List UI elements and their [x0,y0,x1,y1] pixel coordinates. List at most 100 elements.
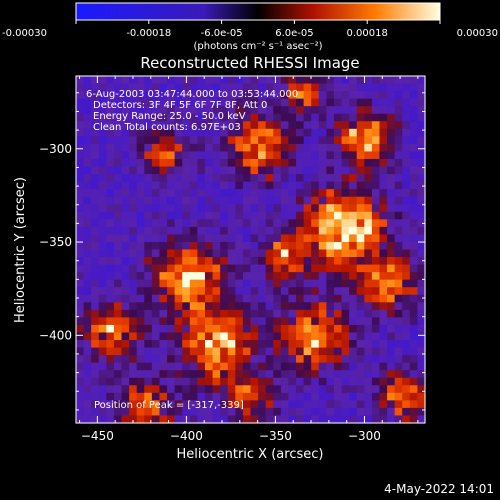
heatmap-cell [288,249,297,258]
heatmap-cell [273,128,282,137]
heatmap-cell [91,166,100,175]
heatmap-cell [409,264,419,273]
heatmap-cell [318,264,327,273]
heatmap-cell [151,370,161,379]
heatmap-cell [144,174,153,183]
heatmap-cell [326,355,335,364]
heatmap-cell [197,189,206,198]
heatmap-cell [113,143,123,153]
heatmap-cell [106,181,115,190]
heatmap-cell [91,219,100,228]
heatmap-cell [402,324,411,334]
heatmap-cell [197,211,206,220]
heatmap-cell [83,294,92,303]
heatmap-cell [349,143,358,153]
heatmap-cell [91,347,100,356]
heatmap-cell [250,181,259,190]
heatmap-cell [129,143,138,153]
heatmap-cell [349,272,358,281]
heatmap-cell [387,196,396,205]
heatmap-cell [167,249,176,258]
heatmap-cell [197,196,206,205]
heatmap-cell [318,121,327,130]
heatmap-cell [288,128,297,137]
heatmap-cell [204,332,214,341]
heatmap-cell [379,415,388,424]
heatmap-cell [212,234,221,243]
heatmap-cell [303,407,312,417]
heatmap-cell [258,113,267,122]
heatmap-cell [174,347,183,356]
heatmap-cell [379,340,388,349]
heatmap-cell [250,257,259,266]
heatmap-cell [250,106,259,115]
heatmap-cell [311,83,320,92]
heatmap-cell [250,91,259,100]
heatmap-cell [212,362,221,371]
heatmap-cell [379,98,388,107]
heatmap-cell [341,415,350,424]
heatmap-cell [242,91,252,100]
heatmap-cell [197,392,206,401]
heatmap-cell [326,211,335,220]
heatmap-cell [98,279,107,288]
heatmap-cell [387,113,396,122]
heatmap-cell [379,264,388,273]
heatmap-cell [371,294,381,303]
heatmap-cell [212,249,221,258]
heatmap-cell [296,121,305,130]
heatmap-cell [182,166,191,175]
heatmap-cell [326,76,335,85]
heatmap-cell [167,76,176,85]
heatmap-cell [303,166,312,175]
heatmap-cell [76,415,85,424]
heatmap-cell [242,332,252,341]
heatmap-cell [371,392,381,401]
heatmap-cell [220,415,229,424]
heatmap-cell [280,309,290,318]
heatmap-cell [167,166,176,175]
heatmap-cell [235,143,244,153]
heatmap-cell [258,219,267,228]
heatmap-cell [379,249,388,258]
heatmap-cell [273,91,282,100]
heatmap-cell [394,324,403,334]
heatmap-cell [212,294,221,303]
heatmap-cell [341,151,350,160]
heatmap-cell [151,174,161,183]
heatmap-cell [356,121,365,130]
heatmap-cell [311,317,320,326]
heatmap-cell [311,355,320,364]
heatmap-cell [76,340,85,349]
heatmap-cell [326,241,335,251]
heatmap-cell [379,189,388,198]
heatmap-cell [356,166,365,175]
heatmap-cell [167,400,176,409]
heatmap-cell [159,264,168,273]
heatmap-cell [303,385,312,394]
heatmap-cell [174,189,183,198]
heatmap-cell [273,113,282,122]
heatmap-cell [394,226,403,236]
heatmap-cell [204,128,214,137]
heatmap-cell [288,136,297,145]
heatmap-cell [129,309,138,318]
heatmap-cell [174,287,183,296]
heatmap-cell [273,347,282,356]
heatmap-cell [159,279,168,288]
heatmap-cell [106,257,115,266]
heatmap-cell [197,226,206,236]
heatmap-cell [212,309,221,318]
heatmap-cell [197,136,206,145]
heatmap-cell [227,370,236,379]
heatmap-cell [349,385,358,394]
heatmap-cell [409,189,419,198]
heatmap-cell [151,287,161,296]
heatmap-cell [280,294,290,303]
heatmap-cell [387,234,396,243]
heatmap-cell [356,174,365,183]
heatmap-cell [235,113,244,122]
heatmap-cell [136,257,145,266]
heatmap-cell [364,211,373,220]
heatmap-cell [83,324,92,334]
